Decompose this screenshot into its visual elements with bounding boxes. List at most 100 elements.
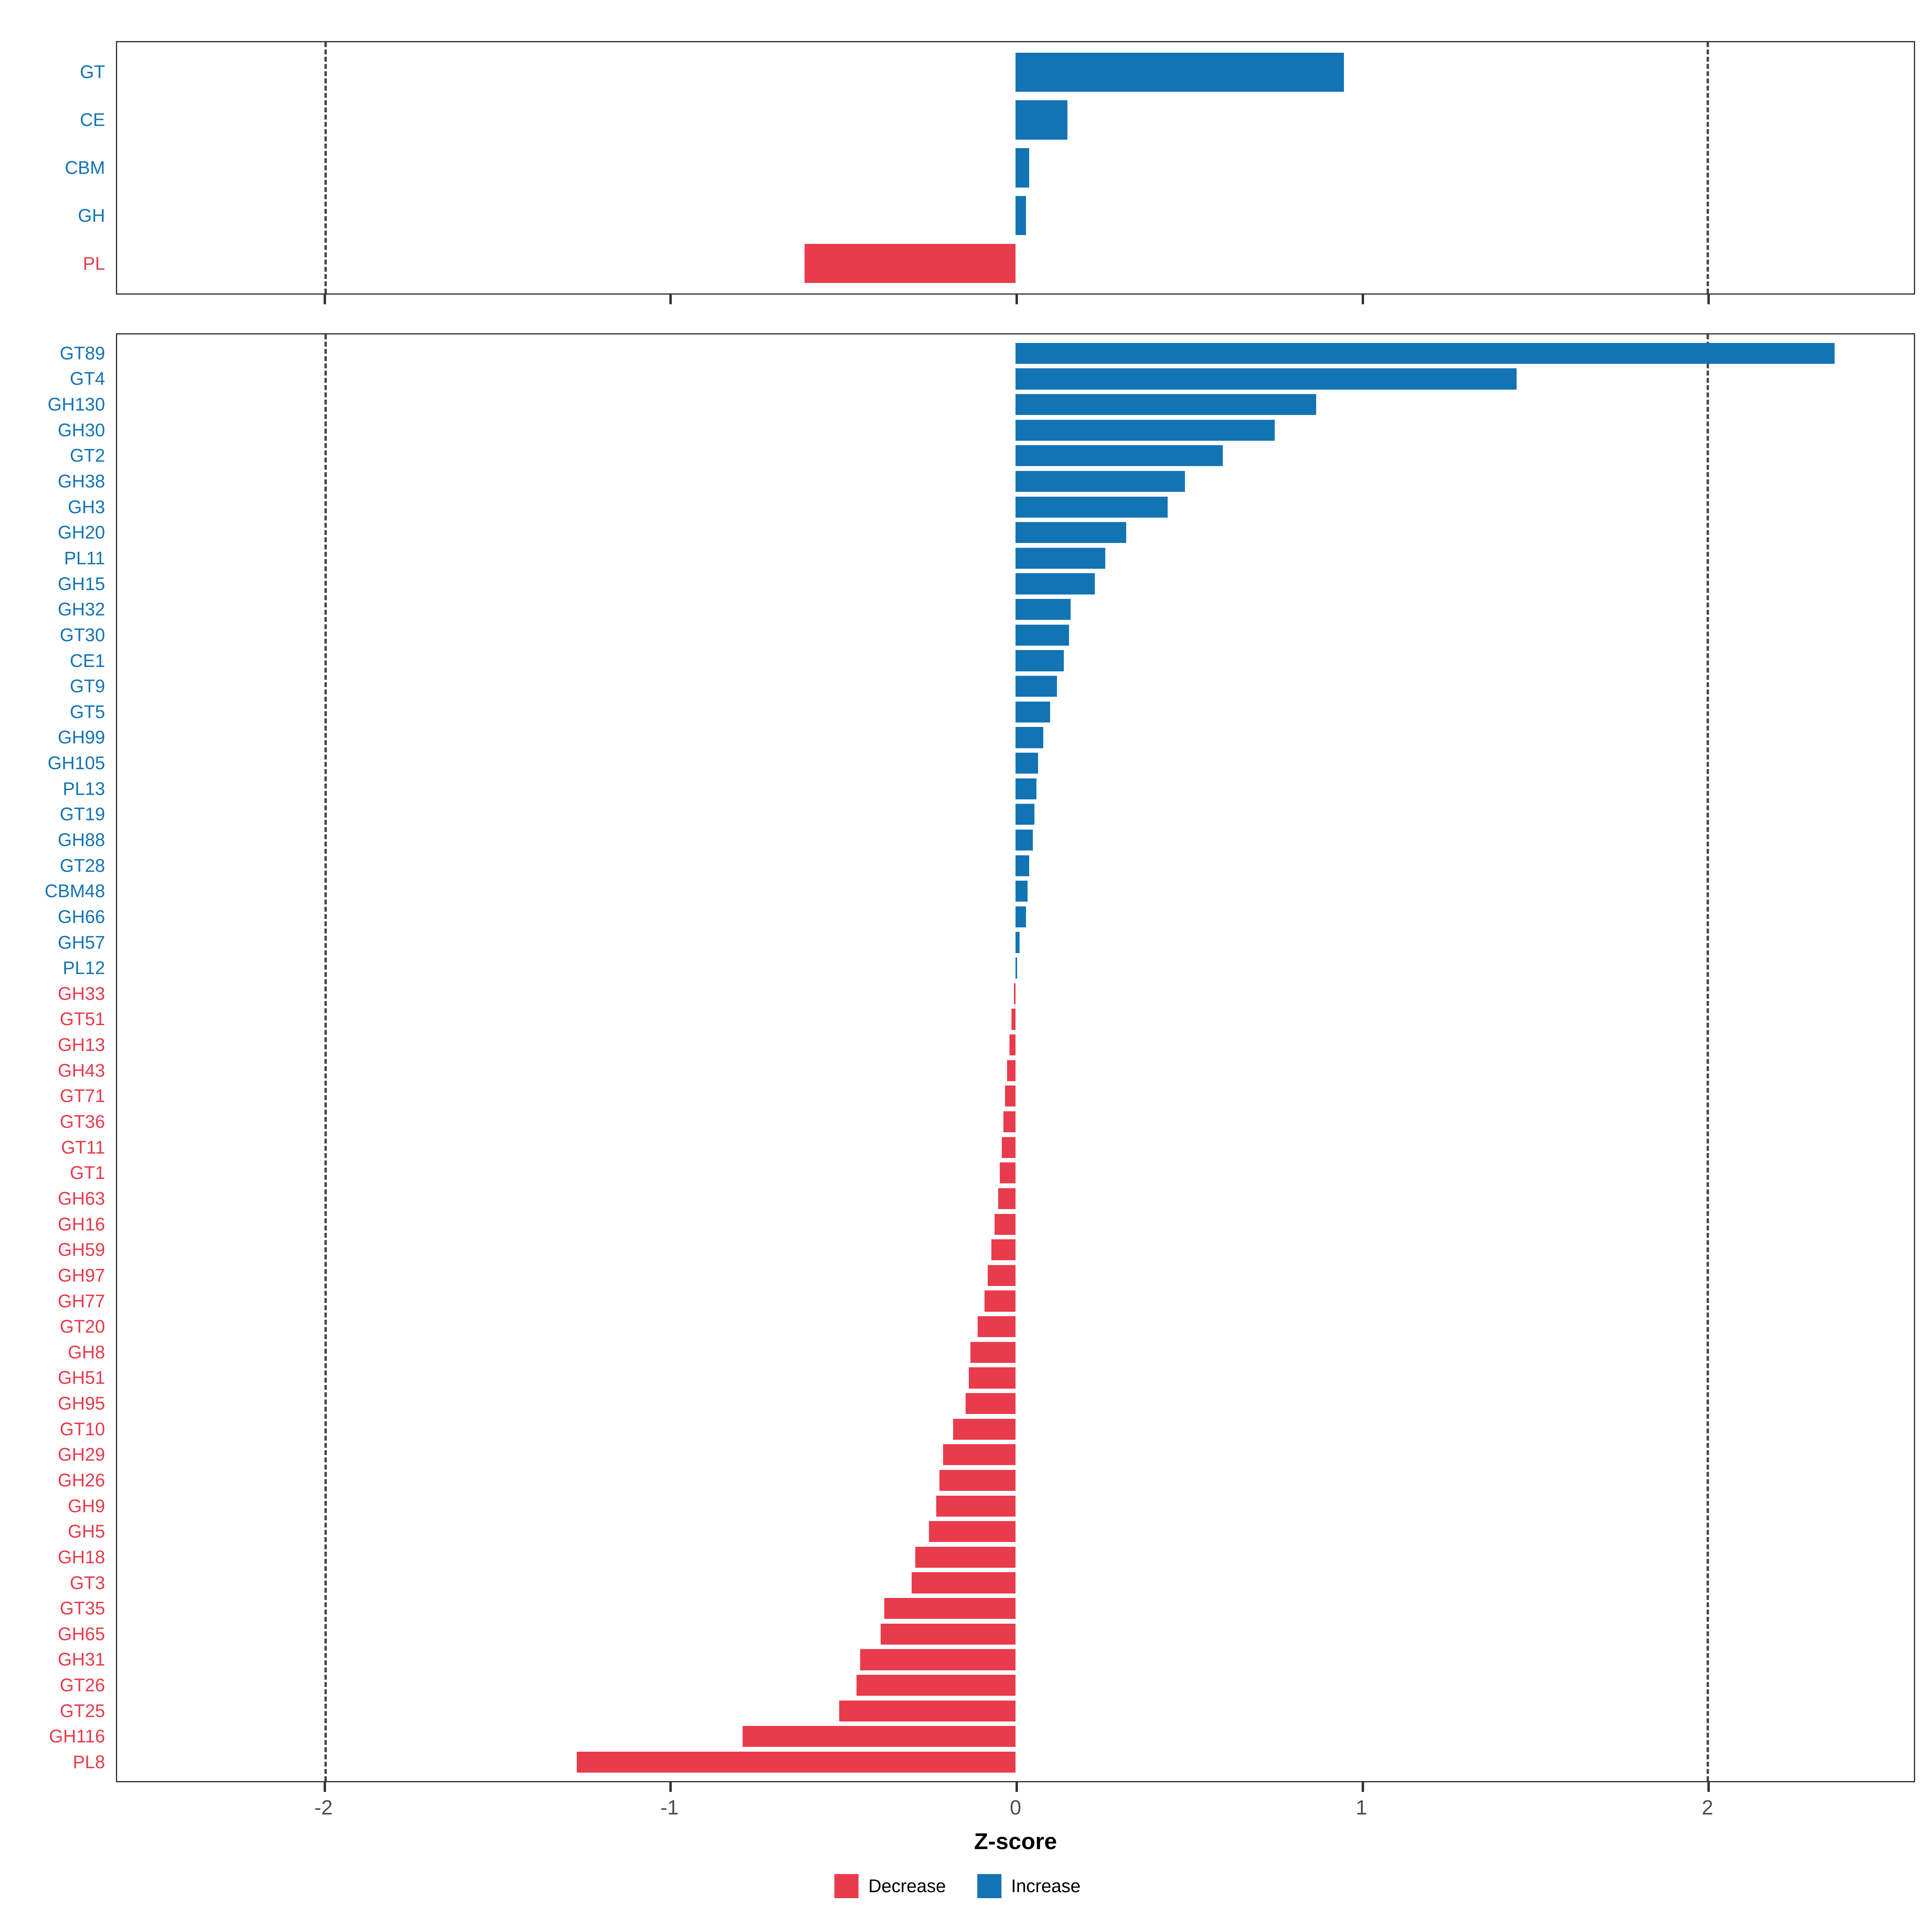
bar-row-CE: CE — [80, 96, 1914, 144]
tick-label--2: -2 — [314, 1796, 333, 1819]
bar-row-GH26: GH26 — [58, 1468, 1914, 1493]
bar-GH51 — [969, 1367, 1016, 1389]
category-label-GH18: GH18 — [58, 1546, 105, 1567]
bar-row-GH: GH — [78, 192, 1914, 239]
bar-row-PL11: PL11 — [64, 545, 1914, 571]
bar-row-GH63: GH63 — [58, 1186, 1914, 1212]
bar-CBM — [1016, 148, 1030, 188]
bar-row-GT4: GT4 — [70, 366, 1914, 392]
bar-row-GH20: GH20 — [58, 520, 1914, 545]
bar-GH43 — [1007, 1060, 1016, 1081]
bar-GH130 — [1016, 394, 1316, 415]
bar-GH57 — [1016, 932, 1020, 953]
bar-GH63 — [998, 1188, 1016, 1210]
tick-mark-0 — [1016, 295, 1018, 304]
bar-GT51 — [1011, 1009, 1016, 1030]
category-label-GH16: GH16 — [58, 1214, 105, 1234]
bar-row-GH95: GH95 — [58, 1391, 1914, 1416]
bar-row-GH57: GH57 — [58, 930, 1914, 956]
bar-GH31 — [860, 1649, 1016, 1670]
bar-GH16 — [995, 1214, 1016, 1235]
dashed-gridline-2 — [1706, 334, 1709, 1781]
bar-row-GH31: GH31 — [58, 1647, 1914, 1673]
bar-PL13 — [1016, 778, 1036, 799]
bar-GT3 — [912, 1572, 1016, 1593]
bar-GH15 — [1016, 573, 1095, 594]
bar-row-GH9: GH9 — [68, 1493, 1914, 1519]
bar-row-GH88: GH88 — [58, 827, 1914, 853]
category-label-PL13: PL13 — [62, 778, 105, 799]
bar-row-GH30: GH30 — [58, 417, 1914, 443]
category-label-GH77: GH77 — [58, 1290, 105, 1311]
bar-row-GH13: GH13 — [58, 1032, 1914, 1058]
category-label-GH38: GH38 — [58, 471, 105, 492]
bar-GH8 — [970, 1342, 1016, 1363]
legend-label-decrease: Decrease — [868, 1876, 946, 1896]
bar-row-CE1: CE1 — [70, 648, 1914, 674]
category-label-GH97: GH97 — [58, 1265, 105, 1286]
bar-row-GH105: GH105 — [47, 750, 1914, 776]
bar-row-GH59: GH59 — [58, 1237, 1914, 1263]
bar-row-CBM48: CBM48 — [45, 878, 1914, 904]
bar-row-PL8: PL8 — [73, 1749, 1914, 1775]
bar-GT25 — [839, 1700, 1016, 1721]
category-label-GT5: GT5 — [70, 701, 105, 722]
bar-row-GT28: GT28 — [60, 853, 1914, 879]
bar-row-GH66: GH66 — [58, 904, 1914, 930]
legend: Decrease Increase — [0, 1874, 1915, 1898]
tick-mark--1 — [669, 295, 672, 304]
bar-row-GH8: GH8 — [68, 1340, 1914, 1365]
bar-GT10 — [953, 1418, 1016, 1440]
bar-GH — [1016, 196, 1026, 235]
bar-GT11 — [1001, 1137, 1016, 1158]
bar-row-GH33: GH33 — [58, 981, 1914, 1007]
bar-GT20 — [977, 1316, 1016, 1338]
bar-GH116 — [742, 1726, 1016, 1747]
category-label-PL12: PL12 — [62, 958, 105, 978]
bar-row-GT20: GT20 — [60, 1314, 1914, 1340]
category-label-GH31: GH31 — [58, 1649, 105, 1670]
category-label-GH13: GH13 — [58, 1034, 105, 1055]
category-label-GH32: GH32 — [58, 599, 105, 620]
category-label-GT26: GT26 — [60, 1675, 105, 1696]
bar-row-PL: PL — [83, 239, 1914, 287]
bar-row-CBM: CBM — [65, 144, 1914, 192]
category-label-GT2: GT2 — [70, 445, 105, 466]
bar-row-GT36: GT36 — [60, 1109, 1914, 1135]
bar-GT89 — [1016, 343, 1835, 364]
category-label-GH29: GH29 — [58, 1444, 105, 1465]
tick-label-0: 0 — [1009, 1796, 1022, 1819]
bar-CBM48 — [1016, 881, 1028, 902]
legend-label-increase: Increase — [1011, 1876, 1081, 1896]
bar-GT — [1016, 52, 1344, 92]
class-axis-ticks — [116, 295, 1915, 307]
bar-row-GH97: GH97 — [58, 1263, 1914, 1288]
bar-row-GT26: GT26 — [60, 1672, 1914, 1698]
panel-gap — [0, 307, 1915, 333]
tick-mark-2 — [1707, 1782, 1710, 1792]
category-label-GH3: GH3 — [68, 496, 105, 517]
bar-GT28 — [1016, 855, 1030, 876]
bar-GH105 — [1016, 752, 1038, 774]
category-label-GT35: GT35 — [60, 1598, 105, 1619]
category-label-GH51: GH51 — [58, 1367, 105, 1388]
bar-row-GH43: GH43 — [58, 1058, 1914, 1084]
bar-GH66 — [1016, 906, 1026, 927]
bar-row-GT30: GT30 — [60, 622, 1914, 648]
category-label-GT11: GT11 — [61, 1137, 105, 1158]
category-label-GT3: GT3 — [70, 1572, 105, 1593]
category-label-GH26: GH26 — [58, 1470, 105, 1490]
category-label-GH30: GH30 — [58, 419, 105, 440]
bar-GH26 — [939, 1470, 1016, 1491]
bar-GH29 — [943, 1444, 1016, 1466]
bar-GH77 — [984, 1290, 1016, 1312]
bar-row-GT9: GT9 — [70, 673, 1914, 699]
category-label-CE1: CE1 — [70, 650, 105, 671]
category-label-GH20: GH20 — [58, 522, 105, 543]
bar-row-GH3: GH3 — [68, 494, 1914, 520]
bar-GT5 — [1016, 701, 1050, 722]
category-label-GH15: GH15 — [58, 573, 105, 594]
category-label-GH57: GH57 — [58, 932, 105, 953]
bar-row-GH130: GH130 — [47, 392, 1914, 417]
